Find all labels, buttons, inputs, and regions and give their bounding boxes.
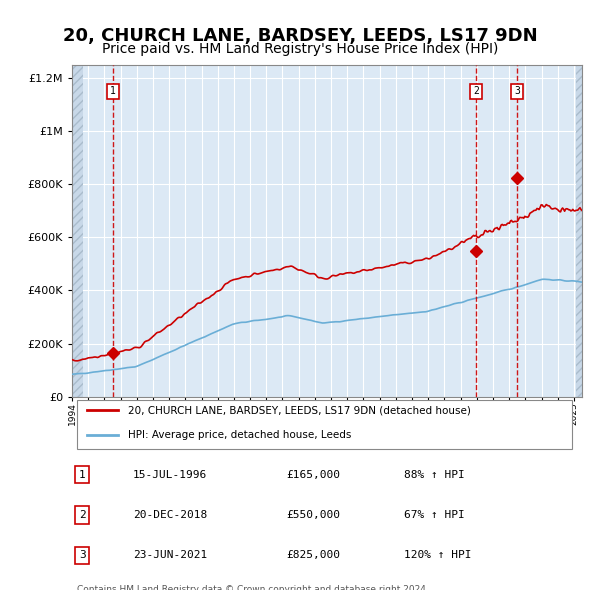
Text: £165,000: £165,000 bbox=[286, 470, 340, 480]
Text: 2: 2 bbox=[473, 86, 479, 96]
Text: 3: 3 bbox=[79, 550, 86, 560]
Text: 1: 1 bbox=[79, 470, 86, 480]
Text: 1: 1 bbox=[110, 86, 116, 96]
Text: Price paid vs. HM Land Registry's House Price Index (HPI): Price paid vs. HM Land Registry's House … bbox=[102, 42, 498, 57]
Text: 88% ↑ HPI: 88% ↑ HPI bbox=[404, 470, 464, 480]
Text: 15-JUL-1996: 15-JUL-1996 bbox=[133, 470, 208, 480]
Text: 20, CHURCH LANE, BARDSEY, LEEDS, LS17 9DN: 20, CHURCH LANE, BARDSEY, LEEDS, LS17 9D… bbox=[62, 27, 538, 45]
Bar bbox=[72, 65, 83, 396]
Text: Contains HM Land Registry data © Crown copyright and database right 2024.: Contains HM Land Registry data © Crown c… bbox=[77, 585, 429, 590]
Text: £550,000: £550,000 bbox=[286, 510, 340, 520]
Text: 23-JUN-2021: 23-JUN-2021 bbox=[133, 550, 208, 560]
Text: 120% ↑ HPI: 120% ↑ HPI bbox=[404, 550, 471, 560]
Text: 20, CHURCH LANE, BARDSEY, LEEDS, LS17 9DN (detached house): 20, CHURCH LANE, BARDSEY, LEEDS, LS17 9D… bbox=[128, 405, 471, 415]
Text: 20-DEC-2018: 20-DEC-2018 bbox=[133, 510, 208, 520]
Text: £825,000: £825,000 bbox=[286, 550, 340, 560]
FancyBboxPatch shape bbox=[77, 401, 572, 449]
Bar bbox=[575, 65, 582, 396]
Text: 3: 3 bbox=[514, 86, 520, 96]
Text: HPI: Average price, detached house, Leeds: HPI: Average price, detached house, Leed… bbox=[128, 430, 352, 440]
Text: 2: 2 bbox=[79, 510, 86, 520]
Text: 67% ↑ HPI: 67% ↑ HPI bbox=[404, 510, 464, 520]
